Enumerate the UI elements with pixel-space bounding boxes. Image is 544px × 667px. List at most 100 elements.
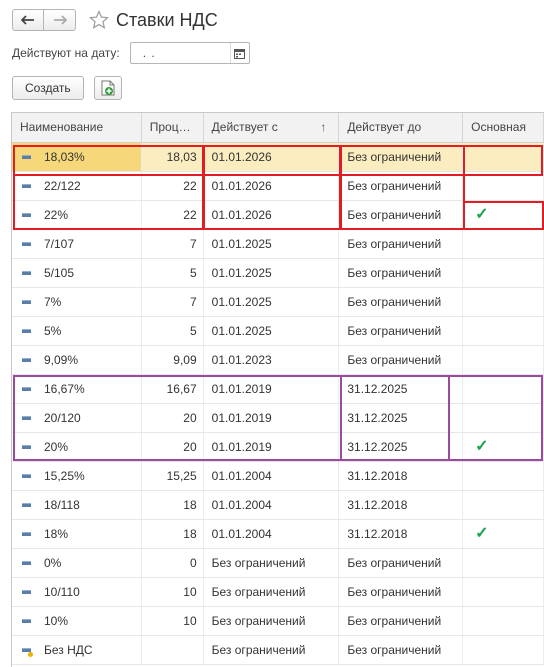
- cell-name[interactable]: 18/118: [12, 491, 142, 519]
- cell-name[interactable]: 22%: [12, 201, 142, 229]
- cell-main[interactable]: [463, 491, 544, 519]
- cell-valid-to[interactable]: 31.12.2018: [339, 520, 464, 548]
- cell-main[interactable]: [463, 462, 544, 490]
- cell-valid-to[interactable]: Без ограничений: [339, 259, 464, 287]
- back-button[interactable]: [12, 9, 44, 31]
- cell-percent[interactable]: 16,67: [142, 375, 204, 403]
- cell-valid-from[interactable]: Без ограничений: [204, 607, 340, 635]
- cell-valid-from[interactable]: 01.01.2025: [204, 259, 340, 287]
- cell-valid-to[interactable]: Без ограничений: [339, 201, 464, 229]
- cell-percent[interactable]: 5: [142, 317, 204, 345]
- favorite-star-button[interactable]: [88, 9, 110, 31]
- cell-name[interactable]: 10%: [12, 607, 142, 635]
- table-row[interactable]: 9,09% 9,09 01.01.2023 Без ограничений: [12, 346, 544, 375]
- cell-name[interactable]: 18%: [12, 520, 142, 548]
- cell-main[interactable]: [463, 636, 544, 664]
- cell-valid-from[interactable]: 01.01.2004: [204, 491, 340, 519]
- cell-percent[interactable]: [142, 636, 204, 664]
- table-row[interactable]: 7/107 7 01.01.2025 Без ограничений: [12, 230, 544, 259]
- calendar-button[interactable]: [229, 43, 249, 63]
- cell-percent[interactable]: 22: [142, 201, 204, 229]
- cell-percent[interactable]: 20: [142, 404, 204, 432]
- cell-main[interactable]: [463, 607, 544, 635]
- cell-main[interactable]: [463, 549, 544, 577]
- cell-main[interactable]: [463, 259, 544, 287]
- cell-main[interactable]: [463, 346, 544, 374]
- cell-name[interactable]: 7%: [12, 288, 142, 316]
- cell-valid-to[interactable]: Без ограничений: [339, 143, 464, 171]
- cell-valid-from[interactable]: Без ограничений: [204, 636, 340, 664]
- cell-name[interactable]: 10/110: [12, 578, 142, 606]
- cell-name[interactable]: 20/120: [12, 404, 142, 432]
- cell-valid-to[interactable]: Без ограничений: [339, 636, 464, 664]
- cell-valid-to[interactable]: Без ограничений: [339, 288, 464, 316]
- column-header-valid-from[interactable]: Действует с ↑: [204, 113, 340, 142]
- cell-valid-from[interactable]: 01.01.2026: [204, 201, 340, 229]
- table-row[interactable]: 18/118 18 01.01.2004 31.12.2018: [12, 491, 544, 520]
- cell-percent[interactable]: 18: [142, 491, 204, 519]
- cell-percent[interactable]: 20: [142, 433, 204, 461]
- cell-valid-from[interactable]: 01.01.2025: [204, 288, 340, 316]
- cell-name[interactable]: 7/107: [12, 230, 142, 258]
- table-row[interactable]: 18% 18 01.01.2004 31.12.2018 ✓: [12, 520, 544, 549]
- cell-percent[interactable]: 22: [142, 172, 204, 200]
- cell-main[interactable]: [463, 404, 544, 432]
- cell-valid-from[interactable]: 01.01.2026: [204, 172, 340, 200]
- cell-percent[interactable]: 18: [142, 520, 204, 548]
- add-from-template-button[interactable]: [93, 76, 122, 100]
- table-row[interactable]: 15,25% 15,25 01.01.2004 31.12.2018: [12, 462, 544, 491]
- cell-valid-to[interactable]: 31.12.2025: [339, 404, 464, 432]
- cell-valid-from[interactable]: 01.01.2026: [204, 143, 340, 171]
- cell-name[interactable]: 0%: [12, 549, 142, 577]
- cell-main[interactable]: [463, 143, 544, 171]
- cell-percent[interactable]: 7: [142, 230, 204, 258]
- table-row[interactable]: 22% 22 01.01.2026 Без ограничений ✓: [12, 201, 544, 230]
- cell-percent[interactable]: 18,03: [142, 143, 204, 171]
- cell-percent[interactable]: 10: [142, 607, 204, 635]
- cell-main[interactable]: [463, 317, 544, 345]
- cell-main[interactable]: [463, 375, 544, 403]
- cell-valid-to[interactable]: Без ограничений: [339, 607, 464, 635]
- cell-valid-to[interactable]: 31.12.2025: [339, 433, 464, 461]
- cell-valid-to[interactable]: Без ограничений: [339, 317, 464, 345]
- cell-name[interactable]: 20%: [12, 433, 142, 461]
- cell-valid-to[interactable]: Без ограничений: [339, 346, 464, 374]
- cell-valid-from[interactable]: 01.01.2023: [204, 346, 340, 374]
- cell-valid-from[interactable]: 01.01.2025: [204, 230, 340, 258]
- table-row[interactable]: 18,03% 18,03 01.01.2026 Без ограничений: [12, 143, 544, 172]
- cell-percent[interactable]: 5: [142, 259, 204, 287]
- table-row[interactable]: 20% 20 01.01.2019 31.12.2025 ✓: [12, 433, 544, 462]
- cell-name[interactable]: 9,09%: [12, 346, 142, 374]
- cell-valid-from[interactable]: 01.01.2019: [204, 433, 340, 461]
- cell-valid-from[interactable]: 01.01.2025: [204, 317, 340, 345]
- cell-name[interactable]: Без НДС: [12, 636, 142, 664]
- cell-percent[interactable]: 10: [142, 578, 204, 606]
- cell-main[interactable]: [463, 288, 544, 316]
- table-row[interactable]: 0% 0 Без ограничений Без ограничений: [12, 549, 544, 578]
- cell-valid-to[interactable]: 31.12.2018: [339, 491, 464, 519]
- cell-main[interactable]: ✓: [463, 433, 544, 461]
- table-row[interactable]: 22/122 22 01.01.2026 Без ограничений: [12, 172, 544, 201]
- cell-main[interactable]: [463, 172, 544, 200]
- cell-valid-from[interactable]: Без ограничений: [204, 578, 340, 606]
- cell-percent[interactable]: 0: [142, 549, 204, 577]
- column-header-name[interactable]: Наименование: [12, 113, 142, 142]
- table-row[interactable]: 16,67% 16,67 01.01.2019 31.12.2025: [12, 375, 544, 404]
- cell-percent[interactable]: 7: [142, 288, 204, 316]
- cell-valid-to[interactable]: Без ограничений: [339, 230, 464, 258]
- cell-name[interactable]: 5%: [12, 317, 142, 345]
- column-header-valid-to[interactable]: Действует до: [339, 113, 464, 142]
- cell-valid-from[interactable]: 01.01.2019: [204, 375, 340, 403]
- column-header-main[interactable]: Основная: [463, 113, 544, 142]
- table-row[interactable]: 7% 7 01.01.2025 Без ограничений: [12, 288, 544, 317]
- cell-valid-from[interactable]: Без ограничений: [204, 549, 340, 577]
- cell-percent[interactable]: 15,25: [142, 462, 204, 490]
- cell-main[interactable]: [463, 230, 544, 258]
- cell-valid-from[interactable]: 01.01.2004: [204, 520, 340, 548]
- forward-button[interactable]: [44, 9, 76, 31]
- cell-valid-to[interactable]: Без ограничений: [339, 549, 464, 577]
- table-row[interactable]: 10% 10 Без ограничений Без ограничений: [12, 607, 544, 636]
- cell-name[interactable]: 16,67%: [12, 375, 142, 403]
- cell-name[interactable]: 18,03%: [12, 143, 142, 171]
- cell-name[interactable]: 15,25%: [12, 462, 142, 490]
